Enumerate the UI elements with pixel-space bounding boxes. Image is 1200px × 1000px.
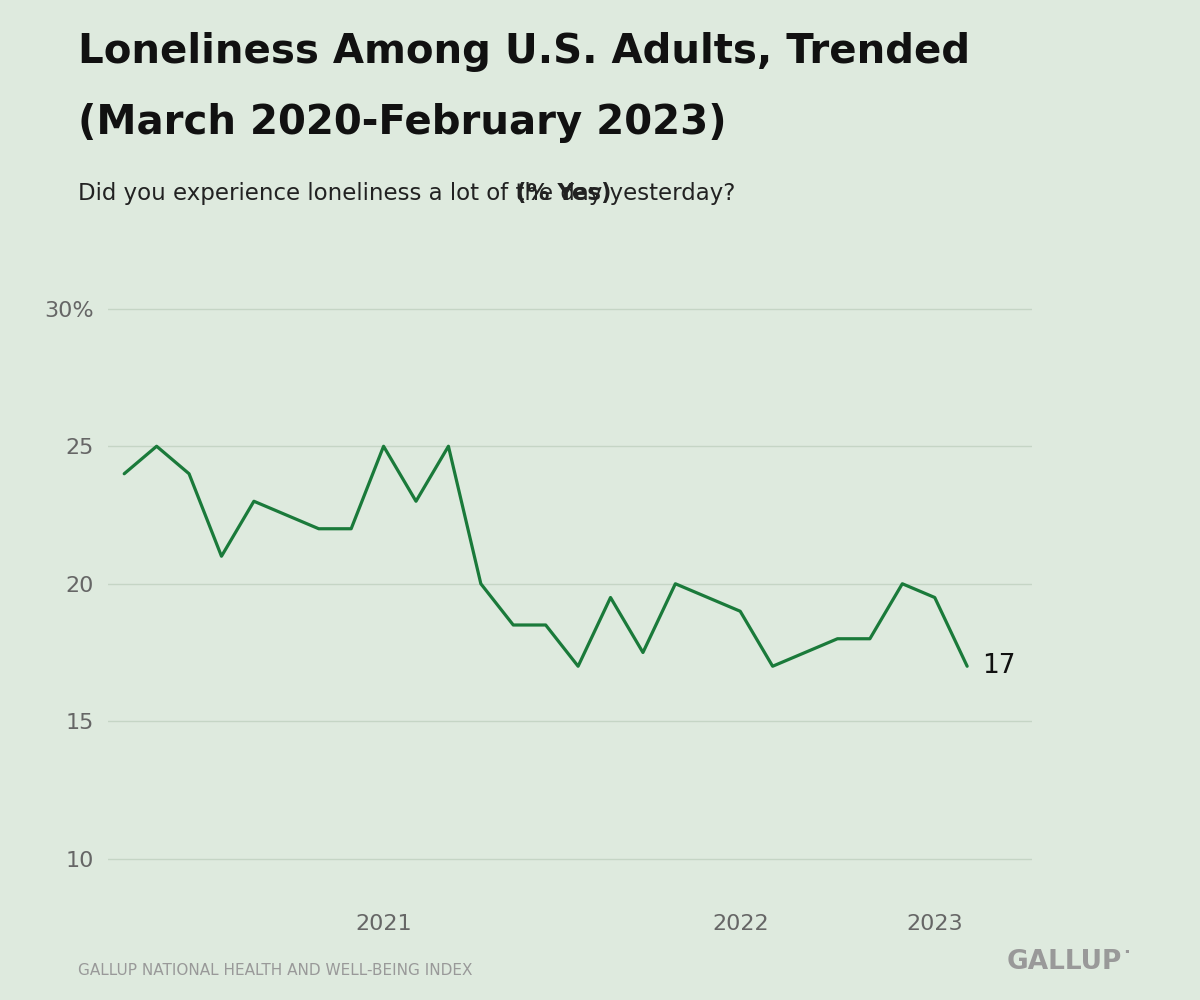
Text: Loneliness Among U.S. Adults, Trended: Loneliness Among U.S. Adults, Trended bbox=[78, 32, 970, 72]
Text: (March 2020-February 2023): (March 2020-February 2023) bbox=[78, 103, 727, 143]
Text: Did you experience loneliness a lot of the day yesterday?: Did you experience loneliness a lot of t… bbox=[78, 182, 743, 205]
Text: ·: · bbox=[1123, 944, 1130, 962]
Text: 17: 17 bbox=[982, 653, 1015, 679]
Text: (% Yes): (% Yes) bbox=[516, 182, 612, 205]
Text: GALLUP NATIONAL HEALTH AND WELL-BEING INDEX: GALLUP NATIONAL HEALTH AND WELL-BEING IN… bbox=[78, 963, 473, 978]
Text: GALLUP: GALLUP bbox=[1007, 949, 1122, 975]
